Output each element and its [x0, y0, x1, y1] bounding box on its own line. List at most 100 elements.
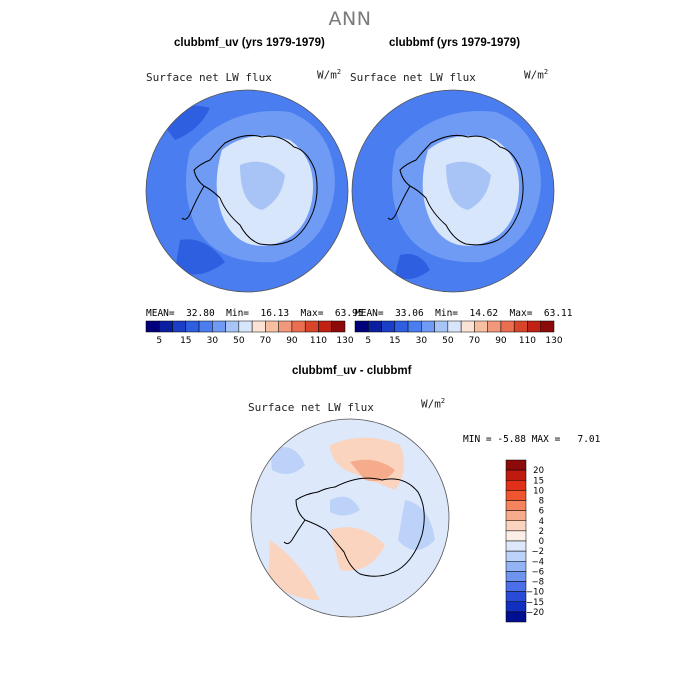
panel1-colorbar-swatch [265, 320, 279, 333]
panel1-colorbar-tick-label: 90 [286, 336, 298, 346]
diff-colorbar-swatch [505, 601, 527, 613]
panel1-colorbar-swatch [145, 320, 160, 333]
panel1-colorbar-tick-label: 50 [233, 336, 245, 346]
diff-colorbar-tick-label: 10 [533, 486, 544, 496]
panel2-colorbar-tick-label: 70 [469, 336, 481, 346]
panel2-colorbar-swatch [513, 320, 528, 333]
diff-negative-region [330, 496, 360, 516]
panel1-colorbar-swatch [159, 320, 173, 333]
panel2-colorbar: 5 15 30 50 70 90 110 130 [354, 320, 563, 346]
diff-positive-region [268, 540, 320, 600]
diff-positive-region [330, 527, 385, 571]
panel1-colorbar-swatch [331, 320, 346, 333]
panel2-peninsula [387, 185, 411, 220]
diff-positive-core [350, 459, 395, 482]
panel1-colorbar-tick-label: 30 [207, 336, 219, 346]
diff-colorbar-tick-label: 15 [533, 476, 544, 486]
panel2-map [352, 90, 554, 292]
diff-colorbar-swatch [505, 469, 527, 481]
diff-colorbar-swatch [505, 591, 527, 602]
diff-title: clubbmf_uv - clubbmf [292, 365, 412, 377]
panel1-colorbar-swatch [304, 320, 319, 333]
panel2-colorbar-swatch [394, 320, 409, 333]
panel2-colorbar-tick-label: 110 [519, 336, 536, 346]
panel1-colorbar-tick-label: 70 [260, 336, 272, 346]
panel2-colorbar-tick-label: 30 [416, 336, 428, 346]
diff-colorbar-tick-label: −8 [531, 578, 544, 588]
panel2-colorbar-tick-label: 90 [495, 336, 507, 346]
panel2-colorbar-swatch [540, 320, 555, 333]
panel2-colorbar-swatch [447, 320, 462, 333]
panel1-coastline [193, 135, 318, 246]
panel2-units: W/m2 [524, 68, 549, 82]
diff-negative-region [398, 500, 435, 550]
panel1-colorbar-swatch [291, 320, 306, 333]
diff-colorbar-swatch [505, 571, 527, 582]
panel2-variable-label: Surface net LW flux [350, 71, 476, 84]
panel2-map-border [351, 89, 555, 293]
panel2-title: clubbmf (yrs 1979-1979) [389, 37, 521, 49]
diff-coastline [295, 477, 425, 577]
panel1-colorbar-swatch [172, 320, 187, 333]
panel1-map [146, 90, 348, 292]
panel1-colorbar-swatch [212, 320, 226, 333]
diff-units: W/m2 [421, 397, 446, 411]
diff-variable-label: Surface net LW flux [248, 401, 374, 414]
diff-colorbar-tick-label: 2 [539, 527, 544, 537]
panel1-colorbar-swatch [185, 320, 200, 333]
panel2-colorbar-swatch [434, 320, 449, 333]
diff-peninsula [283, 519, 306, 545]
panel1-colorbar-swatch [238, 320, 253, 333]
panel2-plateau [446, 161, 491, 210]
panel2-colorbar-swatch [368, 320, 382, 333]
diff-colorbar-tick-label: −2 [531, 547, 544, 557]
panel2-colorbar-tick-label: 130 [545, 336, 562, 346]
panel1-colorbar-swatch [318, 320, 332, 333]
diff-min-max: MIN = -5.88 MAX = 7.01 [463, 434, 601, 445]
diff-colorbar-swatch [505, 581, 527, 592]
panel1-colorbar: 5 15 30 50 70 90 110 130 [145, 320, 354, 346]
diff-map-border [250, 418, 450, 618]
diff-colorbar-tick-label: 4 [539, 517, 544, 527]
panel1-title: clubbmf_uv (yrs 1979-1979) [174, 37, 325, 49]
panel2-colorbar-swatch [381, 320, 396, 333]
panel1-colorbar-tick-label: 110 [310, 336, 327, 346]
panel1-colorbar-swatch [251, 320, 266, 333]
panel2-coastline [399, 135, 524, 246]
diff-negative-region [270, 447, 305, 474]
panel1-colorbar-tick-label: 5 [156, 336, 162, 346]
panel2-colorbar-swatch [474, 320, 488, 333]
panel2-colorbar-swatch [421, 320, 435, 333]
panel1-deep-patch [175, 239, 225, 275]
diff-colorbar-swatch [505, 530, 527, 542]
diff-colorbar-swatch [505, 500, 527, 511]
panel1-plateau [240, 161, 285, 210]
diff-colorbar-swatch [505, 611, 527, 623]
page-title: ANN [328, 8, 372, 30]
diff-colorbar-swatch [505, 490, 527, 501]
diff-colorbar-swatch [505, 510, 527, 521]
diff-map [251, 419, 449, 617]
diff-colorbar-tick-label: 0 [539, 537, 544, 547]
diff-colorbar-swatch [505, 540, 527, 552]
panel2-colorbar-swatch [500, 320, 515, 333]
diff-colorbar-swatch [505, 480, 527, 491]
diff-colorbar-swatch [505, 520, 527, 532]
panel2-colorbar-swatch [354, 320, 369, 333]
panel1-colorbar-swatch [278, 320, 293, 333]
diff-colorbar-tick-label: 20 [533, 466, 544, 476]
diff-colorbar-tick-label: −6 [531, 567, 544, 577]
panel2-colorbar-swatch [460, 320, 475, 333]
panel2-colorbar-swatch [407, 320, 422, 333]
panel1-colorbar-tick-label: 130 [336, 336, 353, 346]
panel1-colorbar-tick-label: 15 [180, 336, 191, 346]
panel2-colorbar-swatch [527, 320, 541, 333]
diff-colorbar-swatch [505, 561, 527, 572]
panel2-stats: MEAN= 33.06 Min= 14.62 Max= 63.11 [355, 308, 573, 319]
diff-colorbar-tick-label: −10 [526, 588, 544, 598]
panel1-stats: MEAN= 32.80 Min= 16.13 Max= 63.95 [146, 308, 364, 319]
diff-colorbar-tick-label: −4 [531, 557, 544, 567]
panel2-colorbar-tick-label: 5 [365, 336, 371, 346]
